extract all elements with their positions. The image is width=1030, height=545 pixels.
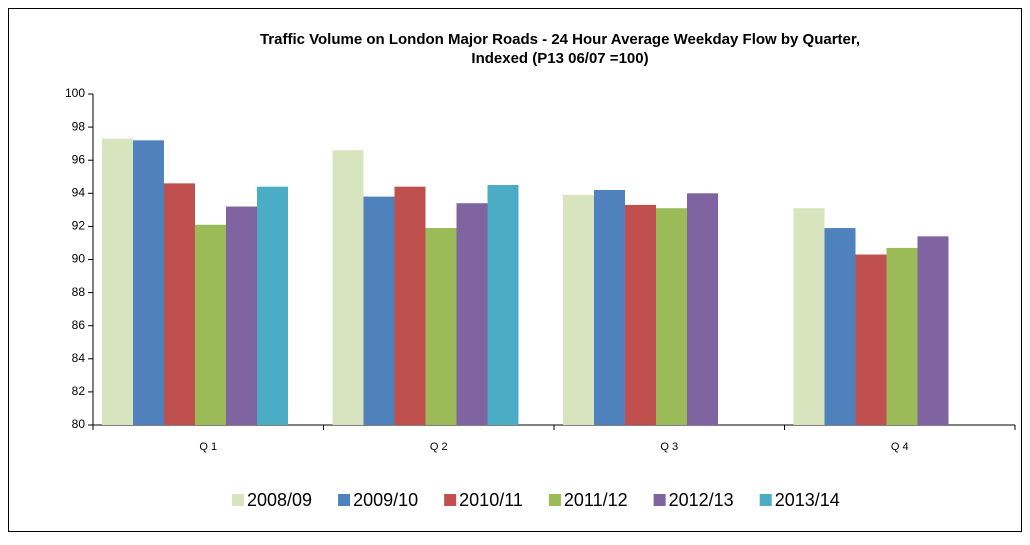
y-tick-label: 80 [72,417,86,431]
x-tick-label: Q 4 [891,441,909,453]
legend-swatch [338,494,351,506]
legend-swatch [759,494,772,506]
legend-swatch [444,494,457,506]
x-tick-label: Q 1 [199,441,217,453]
legend-swatch [653,494,666,506]
bar [563,194,594,425]
y-tick-label: 98 [72,119,86,133]
x-tick-label: Q 3 [660,441,678,453]
bar [625,204,656,425]
x-tick-label: Q 2 [430,441,448,453]
bar [855,254,887,425]
bar [594,189,625,425]
bar [363,196,395,425]
bar [793,208,825,425]
bar [195,224,226,425]
bar [257,186,288,425]
bar [886,247,918,425]
legend-label: 2008/09 [247,490,312,510]
bar [687,193,718,425]
legend-label: 2009/10 [353,490,418,510]
legend-swatch [232,494,244,506]
y-tick-label: 84 [72,351,86,365]
y-tick-label: 100 [65,86,85,100]
bar [102,138,133,425]
chart-title: Traffic Volume on London Major Roads - 2… [260,31,860,48]
bar [394,186,426,425]
bar [425,228,457,425]
bar [917,236,949,425]
bar [656,208,687,425]
bar [226,206,257,425]
bar [164,183,195,425]
y-tick-label: 88 [72,285,86,299]
bar [456,203,488,425]
bar [824,228,856,425]
legend-label: 2010/11 [459,490,523,510]
y-tick-label: 92 [72,219,86,233]
bar [133,140,164,425]
bar [487,185,519,425]
y-tick-label: 82 [72,384,86,398]
y-tick-label: 86 [72,318,86,332]
bar [332,150,364,425]
chart-title: Indexed (P13 06/07 =100) [471,50,648,67]
legend-label: 2013/14 [775,490,840,510]
legend-label: 2012/13 [669,490,734,510]
legend-label: 2011/12 [564,490,628,510]
legend-swatch [548,494,561,506]
y-tick-label: 96 [72,152,86,166]
y-tick-label: 90 [72,252,86,266]
y-tick-label: 94 [72,185,86,199]
